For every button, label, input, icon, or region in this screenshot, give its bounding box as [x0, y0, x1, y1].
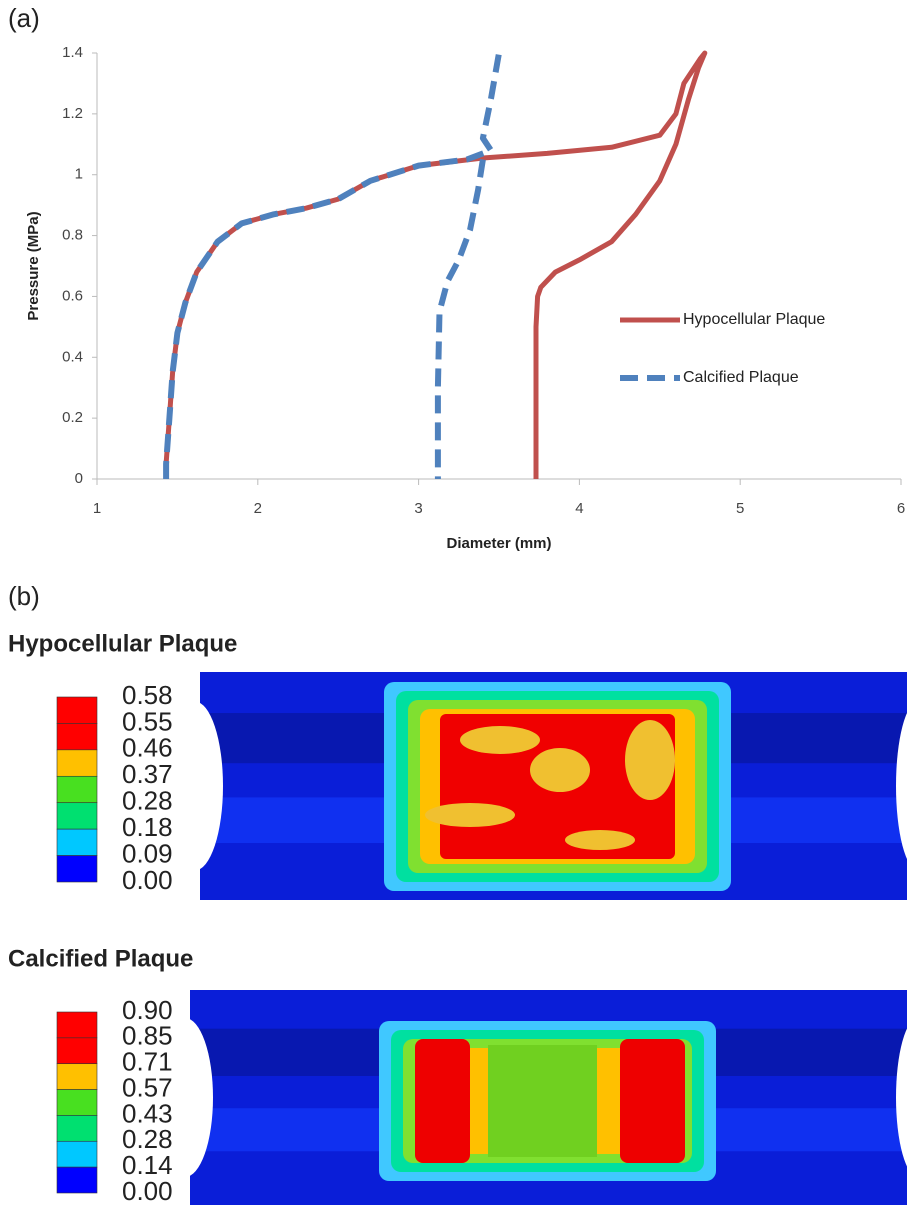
x-tick-label: 6 [897, 500, 905, 517]
colorbar-label: 0.00 [122, 865, 173, 895]
colorbar-label: 0.55 [122, 706, 173, 736]
colorbar-segment [56, 802, 98, 830]
plot-title: Hypocellular Plaque [8, 630, 237, 657]
colorbar-label: 0.71 [122, 1047, 173, 1077]
colorbar-label: 0.57 [122, 1072, 173, 1102]
colorbar-label: 0.43 [122, 1098, 173, 1128]
colorbar-segment [56, 1011, 98, 1039]
colorbar-label: 0.90 [122, 995, 173, 1025]
vessel-opening [167, 701, 223, 871]
colorbar-segment [56, 1140, 98, 1168]
y-tick-label: 0 [75, 470, 83, 487]
stress-zone [488, 1045, 597, 1157]
x-tick-label: 5 [736, 500, 744, 517]
x-tick-label: 1 [93, 500, 101, 517]
y-tick-label: 0.2 [62, 409, 83, 426]
colorbar-label: 0.18 [122, 812, 173, 842]
colorbar-segment [56, 828, 98, 856]
colorbar-label: 0.58 [122, 680, 173, 710]
colorbar-segment [56, 1166, 98, 1194]
x-tick-label: 2 [254, 500, 262, 517]
panel-label: (b) [8, 581, 40, 611]
colorbar-label: 0.37 [122, 759, 173, 789]
stress-patch [625, 720, 675, 800]
y-tick-label: 0.6 [62, 287, 83, 304]
series-line [163, 50, 708, 479]
y-tick-label: 0.8 [62, 227, 83, 244]
y-axis-label: Pressure (MPa) [25, 211, 42, 320]
y-tick-label: 1 [75, 166, 83, 183]
colorbar-label: 0.28 [122, 1124, 173, 1154]
colorbar-label: 0.00 [122, 1176, 173, 1206]
stress-zone [620, 1039, 685, 1163]
stress-patch [530, 748, 590, 792]
colorbar-segment [56, 1063, 98, 1090]
x-tick-label: 3 [414, 500, 422, 517]
colorbar-segment [56, 696, 98, 724]
colorbar-label: 0.46 [122, 733, 173, 763]
panel-label: (a) [8, 3, 40, 33]
colorbar-label: 0.09 [122, 838, 173, 868]
y-tick-label: 1.4 [62, 44, 83, 61]
y-tick-label: 0.4 [62, 348, 83, 365]
colorbar-segment [56, 1037, 98, 1065]
stress-zone [415, 1039, 470, 1163]
plot-title: Calcified Plaque [8, 945, 193, 972]
legend-label: Calcified Plaque [683, 369, 799, 386]
colorbar-segment [56, 855, 98, 883]
legend-label: Hypocellular Plaque [683, 311, 825, 328]
colorbar-segment [56, 1115, 98, 1142]
vessel-opening [157, 1017, 213, 1178]
stress-patch [565, 830, 635, 850]
x-axis-label: Diameter (mm) [446, 535, 551, 552]
stress-patch [425, 803, 515, 827]
colorbar-label: 0.28 [122, 786, 173, 816]
colorbar-segment [56, 1089, 98, 1116]
colorbar-segment [56, 749, 98, 777]
vessel-opening [896, 1028, 907, 1167]
colorbar-segment [56, 723, 98, 751]
colorbar-label: 0.85 [122, 1021, 173, 1051]
series-line [163, 52, 502, 479]
y-tick-label: 1.2 [62, 105, 83, 122]
x-tick-label: 4 [575, 500, 583, 517]
colorbar-segment [56, 775, 98, 804]
stress-patch [460, 726, 540, 754]
vessel-opening [896, 712, 907, 860]
colorbar-label: 0.14 [122, 1150, 173, 1180]
